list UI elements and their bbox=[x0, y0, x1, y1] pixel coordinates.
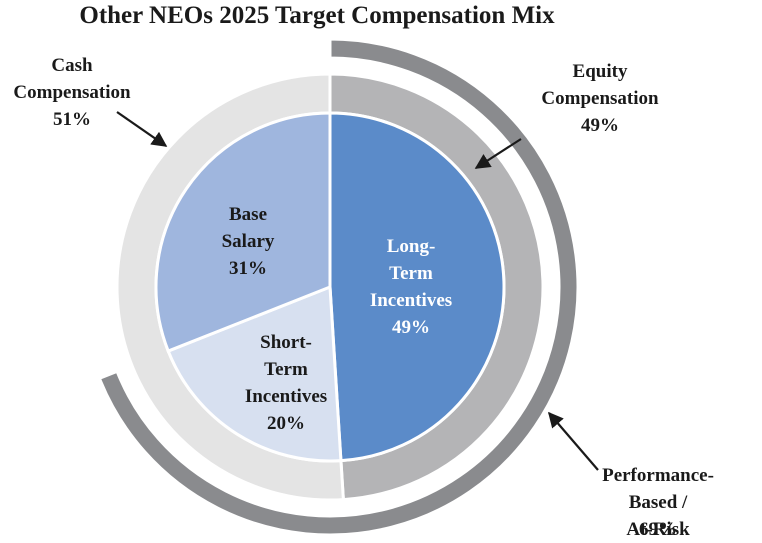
chart-title: Other NEOs 2025 Target Compensation Mix bbox=[79, 2, 555, 29]
slice bbox=[166, 284, 343, 463]
value-label: 20% bbox=[267, 413, 305, 434]
slice bbox=[328, 111, 506, 463]
slice bbox=[97, 37, 580, 537]
arrow bbox=[474, 138, 522, 169]
arrow bbox=[116, 111, 168, 147]
value-label: 51% bbox=[53, 109, 91, 130]
slice-label: Long- Term Incentives bbox=[369, 236, 453, 311]
slice-label: Base Salary bbox=[221, 204, 275, 252]
arrow bbox=[547, 411, 599, 471]
slices bbox=[97, 37, 580, 537]
value-label: 49% bbox=[392, 317, 430, 338]
value-label: 49% bbox=[581, 115, 619, 136]
value-label: 31% bbox=[229, 258, 267, 279]
slice-label: Performance-Based / At-Risk bbox=[602, 465, 714, 540]
slice bbox=[154, 111, 332, 354]
value-label: 69% bbox=[639, 519, 677, 540]
slice-label: Equity Compensation bbox=[541, 61, 659, 109]
slice-label: Cash Compensation bbox=[13, 55, 131, 103]
slice-label: Short- Term Incentives bbox=[244, 332, 328, 407]
